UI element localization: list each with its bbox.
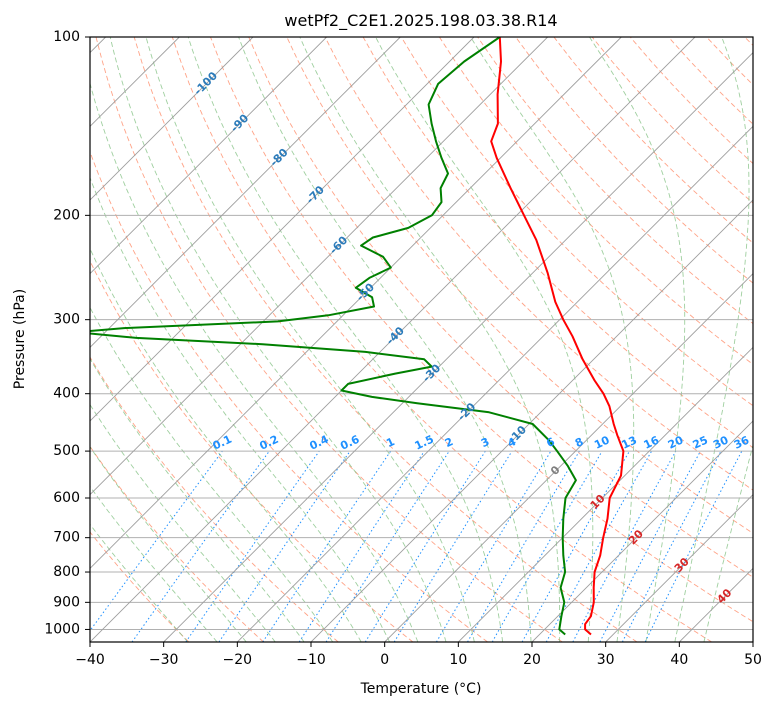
isotherm-line xyxy=(531,420,753,642)
moist-adiabat xyxy=(470,37,635,642)
x-tick-label: 40 xyxy=(670,652,688,668)
isotherm-line xyxy=(384,273,753,642)
moist-adiabat xyxy=(238,37,532,642)
isotherm-line xyxy=(90,37,327,275)
isotherm-line xyxy=(310,199,753,642)
mixing-ratio-line xyxy=(325,450,450,642)
grid-layer xyxy=(90,37,753,642)
y-tick-label: 800 xyxy=(53,564,80,580)
moist-adiabat xyxy=(90,176,391,642)
mixing-ratio-line xyxy=(90,450,223,632)
isotherm-line xyxy=(90,37,696,642)
dry-adiabat xyxy=(400,37,753,407)
dry-adiabat xyxy=(248,37,753,578)
dry-adiabat xyxy=(324,37,753,491)
moist-adiabat xyxy=(187,37,504,642)
dewpoint-profile xyxy=(90,37,577,636)
mixing-ratio-line xyxy=(185,450,320,642)
x-tick-label: −40 xyxy=(75,652,105,668)
x-tick-label: 20 xyxy=(523,652,541,668)
isotherm-line xyxy=(163,52,753,642)
mixing-ratio-label: 30 xyxy=(711,433,731,451)
isotherm-line xyxy=(605,494,753,642)
x-axis-label: Temperature (°C) xyxy=(360,681,482,697)
mixing-ratio-line xyxy=(393,450,513,642)
mixing-ratio-line xyxy=(572,450,677,642)
profile-layer xyxy=(90,37,625,636)
mixing-ratio-line xyxy=(298,450,425,642)
dry-adiabat xyxy=(133,37,638,642)
axis-layer: −40 −30 −20 −10 0 10 20 30 40 50 100 200 300 400 500 60… xyxy=(44,29,762,668)
y-tick-label: 100 xyxy=(53,29,80,45)
isotherm-line xyxy=(90,37,401,348)
moist-adiabat xyxy=(375,37,594,642)
dry-adiabat xyxy=(90,445,264,642)
isotherm-line xyxy=(458,346,753,642)
x-tick-label: 50 xyxy=(744,652,762,668)
mixing-ratio-label: 16 xyxy=(642,433,662,451)
isotherm-line xyxy=(237,125,753,642)
dry-adiabat xyxy=(171,37,712,642)
x-tick-label: −10 xyxy=(296,652,326,668)
mixing-ratio-line xyxy=(545,450,653,642)
y-tick-label: 200 xyxy=(53,207,80,223)
temperature-profile xyxy=(490,37,625,636)
moist-adiabat xyxy=(90,403,276,642)
chart-title: wetPf2_C2E1.2025.198.03.38.R14 xyxy=(284,11,557,31)
moist-adiabat xyxy=(703,443,753,642)
mixing-ratio-label: 20 xyxy=(666,433,686,451)
dry-adiabat xyxy=(210,37,753,623)
mixing-ratio-line xyxy=(644,450,743,642)
y-tick-label: 1000 xyxy=(44,621,80,637)
plot-frame xyxy=(89,36,754,643)
moist-adiabat xyxy=(90,446,247,642)
dry-adiabat xyxy=(90,150,488,642)
mixing-ratio-label: 25 xyxy=(691,434,710,452)
isotherm-line xyxy=(90,37,622,569)
y-tick-label: 500 xyxy=(53,443,80,459)
y-tick-label: 700 xyxy=(53,530,80,546)
moist-adiabat xyxy=(589,37,686,642)
mixing-ratio-line xyxy=(131,450,270,642)
mixing-ratio-line xyxy=(218,450,351,642)
mixing-ratio-label: 10 xyxy=(592,433,612,451)
mixing-ratio-line xyxy=(262,450,392,642)
dry-adiabat xyxy=(439,37,753,365)
x-tick-label: 10 xyxy=(449,652,467,668)
isotherm-line xyxy=(90,37,548,496)
x-tick-label: 0 xyxy=(380,652,389,668)
moist-adiabat xyxy=(90,247,362,642)
dry-adiabat xyxy=(90,531,190,642)
dry-adiabat xyxy=(95,37,563,642)
y-tick-label: 600 xyxy=(53,490,80,506)
x-tick-label: −20 xyxy=(223,652,253,668)
dry-adiabat xyxy=(90,356,339,642)
moist-adiabat xyxy=(90,306,334,642)
moist-adiabat xyxy=(109,37,447,642)
y-tick-label: 400 xyxy=(53,386,80,402)
moist-adiabat xyxy=(299,37,561,642)
moist-adiabat xyxy=(145,37,475,642)
x-tick-label: 30 xyxy=(597,652,615,668)
mixing-ratio-label: 13 xyxy=(620,434,639,452)
y-axis-label: Pressure (hPa) xyxy=(12,289,28,389)
y-tick-label: 300 xyxy=(53,312,80,328)
isotherm-line xyxy=(90,37,254,201)
dry-adiabat xyxy=(515,37,753,284)
moist-adiabat xyxy=(90,357,305,642)
moist-adiabat xyxy=(674,37,750,642)
x-tick-label: −30 xyxy=(149,652,179,668)
mixing-ratio-label: 36 xyxy=(732,433,752,451)
y-tick-label: 900 xyxy=(53,594,80,610)
